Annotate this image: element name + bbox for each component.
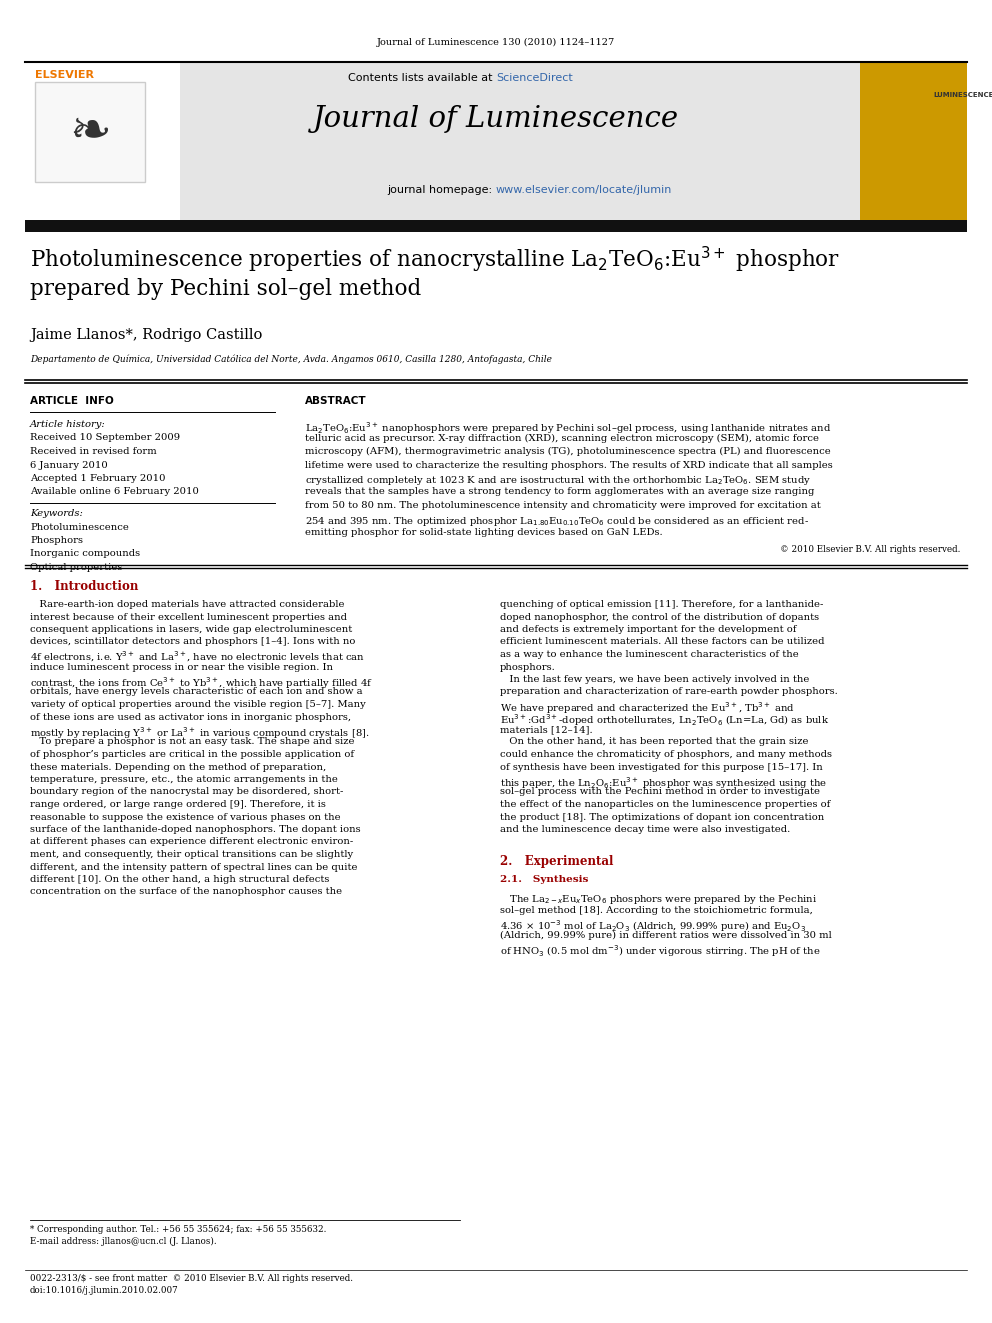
Bar [860, 62, 967, 220]
Text: To prepare a phosphor is not an easy task. The shape and size: To prepare a phosphor is not an easy tas… [30, 737, 354, 746]
Text: Departamento de Química, Universidad Católica del Norte, Avda. Angamos 0610, Cas: Departamento de Química, Universidad Cat… [30, 355, 552, 364]
Text: sol–gel process with the Pechini method in order to investigate: sol–gel process with the Pechini method … [500, 787, 820, 796]
Text: In the last few years, we have been actively involved in the: In the last few years, we have been acti… [500, 675, 809, 684]
Text: 4f electrons, i.e. Y$^{3+}$ and La$^{3+}$, have no electronic levels that can: 4f electrons, i.e. Y$^{3+}$ and La$^{3+}… [30, 650, 365, 664]
Text: induce luminescent process in or near the visible region. In: induce luminescent process in or near th… [30, 663, 333, 672]
Text: 6 January 2010: 6 January 2010 [30, 460, 108, 470]
Text: Photoluminescence properties of nanocrystalline La$_2$TeO$_6$:Eu$^{3+}$ phosphor: Photoluminescence properties of nanocrys… [30, 245, 840, 275]
Text: * Corresponding author. Tel.: +56 55 355624; fax: +56 55 355632.: * Corresponding author. Tel.: +56 55 355… [30, 1225, 326, 1234]
Text: www.elsevier.com/locate/jlumin: www.elsevier.com/locate/jlumin [496, 185, 673, 194]
Text: ARTICLE  INFO: ARTICLE INFO [30, 396, 114, 406]
Text: Eu$^{3+}$:Gd$^{3+}$-doped orthotellurates, Ln$_2$TeO$_6$ (Ln=La, Gd) as bulk: Eu$^{3+}$:Gd$^{3+}$-doped orthotellurate… [500, 713, 829, 728]
Text: 254 and 395 nm. The optimized phosphor La$_{1.80}$Eu$_{0.10}$TeO$_6$ could be co: 254 and 395 nm. The optimized phosphor L… [305, 515, 808, 528]
Text: of synthesis have been investigated for this purpose [15–17]. In: of synthesis have been investigated for … [500, 762, 822, 771]
Text: reveals that the samples have a strong tendency to form agglomerates with an ave: reveals that the samples have a strong t… [305, 487, 814, 496]
Text: the product [18]. The optimizations of dopant ion concentration: the product [18]. The optimizations of d… [500, 812, 824, 822]
Text: Phosphors: Phosphors [30, 536, 83, 545]
Text: crystallized completely at 1023 K and are isostructural with the orthorhombic La: crystallized completely at 1023 K and ar… [305, 474, 811, 487]
Text: The La$_{2-x}$Eu$_x$TeO$_6$ phosphors were prepared by the Pechini: The La$_{2-x}$Eu$_x$TeO$_6$ phosphors we… [500, 893, 817, 906]
Text: Received in revised form: Received in revised form [30, 447, 157, 456]
Text: range ordered, or large range ordered [9]. Therefore, it is: range ordered, or large range ordered [9… [30, 800, 326, 808]
Text: materials [12–14].: materials [12–14]. [500, 725, 592, 734]
Text: Available online 6 February 2010: Available online 6 February 2010 [30, 487, 198, 496]
Text: sol–gel method [18]. According to the stoichiometric formula,: sol–gel method [18]. According to the st… [500, 906, 812, 916]
Text: mostly by replacing Y$^{3+}$ or La$^{3+}$ in various compound crystals [8].: mostly by replacing Y$^{3+}$ or La$^{3+}… [30, 725, 370, 741]
Text: On the other hand, it has been reported that the grain size: On the other hand, it has been reported … [500, 737, 808, 746]
Text: orbitals, have energy levels characteristic of each ion and show a: orbitals, have energy levels characteris… [30, 688, 363, 696]
Text: contrast, the ions from Ce$^{3+}$ to Yb$^{3+}$, which have partially filled 4f: contrast, the ions from Ce$^{3+}$ to Yb$… [30, 675, 373, 691]
Text: Jaime Llanos*, Rodrigo Castillo: Jaime Llanos*, Rodrigo Castillo [30, 328, 262, 343]
Text: LUMINESCENCE: LUMINESCENCE [933, 93, 992, 98]
Text: doped nanophosphor, the control of the distribution of dopants: doped nanophosphor, the control of the d… [500, 613, 819, 622]
Text: 1.   Introduction: 1. Introduction [30, 579, 138, 593]
Text: journal homepage:: journal homepage: [387, 185, 496, 194]
Text: of phosphor’s particles are critical in the possible application of: of phosphor’s particles are critical in … [30, 750, 354, 759]
Text: Optical properties: Optical properties [30, 564, 122, 572]
Bar [25, 220, 967, 232]
Text: surface of the lanthanide-doped nanophosphors. The dopant ions: surface of the lanthanide-doped nanophos… [30, 826, 361, 833]
Text: ScienceDirect: ScienceDirect [496, 73, 572, 83]
Text: Rare-earth-ion doped materials have attracted considerable: Rare-earth-ion doped materials have attr… [30, 601, 344, 609]
Text: 2.1.   Synthesis: 2.1. Synthesis [500, 876, 588, 885]
Text: E-mail address: jllanos@ucn.cl (J. Llanos).: E-mail address: jllanos@ucn.cl (J. Llano… [30, 1237, 216, 1246]
Text: 4.36 × 10$^{-3}$ mol of La$_2$O$_3$ (Aldrich, 99.99% pure) and Eu$_2$O$_3$: 4.36 × 10$^{-3}$ mol of La$_2$O$_3$ (Ald… [500, 918, 806, 934]
Bar [25, 62, 180, 220]
Text: devices, scintillator detectors and phosphors [1–4]. Ions with no: devices, scintillator detectors and phos… [30, 638, 355, 647]
Text: concentration on the surface of the nanophosphor causes the: concentration on the surface of the nano… [30, 888, 342, 897]
Text: this paper, the Ln$_2$O$_6$:Eu$^{3+}$ phosphor was synthesized using the: this paper, the Ln$_2$O$_6$:Eu$^{3+}$ ph… [500, 775, 827, 791]
Text: emitting phosphor for solid-state lighting devices based on GaN LEDs.: emitting phosphor for solid-state lighti… [305, 528, 663, 537]
Text: temperature, pressure, etc., the atomic arrangements in the: temperature, pressure, etc., the atomic … [30, 775, 338, 785]
Text: and defects is extremely important for the development of: and defects is extremely important for t… [500, 624, 797, 634]
Text: microscopy (AFM), thermogravimetric analysis (TG), photoluminescence spectra (PL: microscopy (AFM), thermogravimetric anal… [305, 447, 830, 456]
Text: Article history:: Article history: [30, 419, 106, 429]
Text: Photoluminescence: Photoluminescence [30, 523, 129, 532]
Text: quenching of optical emission [11]. Therefore, for a lanthanide-: quenching of optical emission [11]. Ther… [500, 601, 823, 609]
Text: Accepted 1 February 2010: Accepted 1 February 2010 [30, 474, 166, 483]
Text: of HNO$_3$ (0.5 mol dm$^{-3}$) under vigorous stirring. The pH of the: of HNO$_3$ (0.5 mol dm$^{-3}$) under vig… [500, 943, 820, 959]
Text: La$_2$TeO$_6$:Eu$^{3+}$ nanophosphors were prepared by Pechini sol–gel process, : La$_2$TeO$_6$:Eu$^{3+}$ nanophosphors we… [305, 419, 831, 435]
Text: ELSEVIER: ELSEVIER [35, 70, 94, 79]
Text: of these ions are used as activator ions in inorganic phosphors,: of these ions are used as activator ions… [30, 713, 351, 721]
Text: could enhance the chromaticity of phosphors, and many methods: could enhance the chromaticity of phosph… [500, 750, 832, 759]
Text: prepared by Pechini sol–gel method: prepared by Pechini sol–gel method [30, 278, 422, 300]
Text: different, and the intensity pattern of spectral lines can be quite: different, and the intensity pattern of … [30, 863, 357, 872]
Text: and the luminescence decay time were also investigated.: and the luminescence decay time were als… [500, 826, 791, 833]
Text: different [10]. On the other hand, a high structural defects: different [10]. On the other hand, a hig… [30, 875, 329, 884]
Bar [25, 62, 860, 220]
Text: Received 10 September 2009: Received 10 September 2009 [30, 434, 181, 442]
Text: lifetime were used to characterize the resulting phosphors. The results of XRD i: lifetime were used to characterize the r… [305, 460, 832, 470]
Text: Journal of Luminescence 130 (2010) 1124–1127: Journal of Luminescence 130 (2010) 1124–… [377, 38, 615, 48]
Text: Keywords:: Keywords: [30, 509, 83, 519]
Text: these materials. Depending on the method of preparation,: these materials. Depending on the method… [30, 762, 326, 771]
Text: Contents lists available at: Contents lists available at [348, 73, 496, 83]
Text: We have prepared and characterized the Eu$^{3+}$, Tb$^{3+}$ and: We have prepared and characterized the E… [500, 700, 795, 716]
Text: ment, and consequently, their optical transitions can be slightly: ment, and consequently, their optical tr… [30, 849, 353, 859]
Text: consequent applications in lasers, wide gap electroluminescent: consequent applications in lasers, wide … [30, 624, 352, 634]
Text: 0022-2313/$ - see front matter  © 2010 Elsevier B.V. All rights reserved.: 0022-2313/$ - see front matter © 2010 El… [30, 1274, 353, 1283]
Text: telluric acid as precursor. X-ray diffraction (XRD), scanning electron microscop: telluric acid as precursor. X-ray diffra… [305, 434, 819, 443]
Text: ❧: ❧ [69, 108, 111, 156]
Text: Journal of Luminescence: Journal of Luminescence [312, 105, 680, 134]
Text: doi:10.1016/j.jlumin.2010.02.007: doi:10.1016/j.jlumin.2010.02.007 [30, 1286, 179, 1295]
Text: preparation and characterization of rare-earth powder phosphors.: preparation and characterization of rare… [500, 688, 838, 696]
Text: 2.   Experimental: 2. Experimental [500, 856, 613, 868]
Text: from 50 to 80 nm. The photoluminescence intensity and chromaticity were improved: from 50 to 80 nm. The photoluminescence … [305, 501, 820, 509]
Text: (Aldrich, 99.99% pure) in different ratios were dissolved in 30 ml: (Aldrich, 99.99% pure) in different rati… [500, 931, 831, 941]
Text: the effect of the nanoparticles on the luminescence properties of: the effect of the nanoparticles on the l… [500, 800, 830, 808]
Text: boundary region of the nanocrystal may be disordered, short-: boundary region of the nanocrystal may b… [30, 787, 343, 796]
Bar [35, 82, 145, 183]
Text: ABSTRACT: ABSTRACT [305, 396, 367, 406]
Text: © 2010 Elsevier B.V. All rights reserved.: © 2010 Elsevier B.V. All rights reserved… [780, 545, 960, 554]
Text: reasonable to suppose the existence of various phases on the: reasonable to suppose the existence of v… [30, 812, 340, 822]
Text: as a way to enhance the luminescent characteristics of the: as a way to enhance the luminescent char… [500, 650, 799, 659]
Text: Inorganic compounds: Inorganic compounds [30, 549, 140, 558]
Text: at different phases can experience different electronic environ-: at different phases can experience diffe… [30, 837, 353, 847]
Text: efficient luminescent materials. All these factors can be utilized: efficient luminescent materials. All the… [500, 638, 824, 647]
Text: interest because of their excellent luminescent properties and: interest because of their excellent lumi… [30, 613, 347, 622]
Text: phosphors.: phosphors. [500, 663, 556, 672]
Text: variety of optical properties around the visible region [5–7]. Many: variety of optical properties around the… [30, 700, 366, 709]
